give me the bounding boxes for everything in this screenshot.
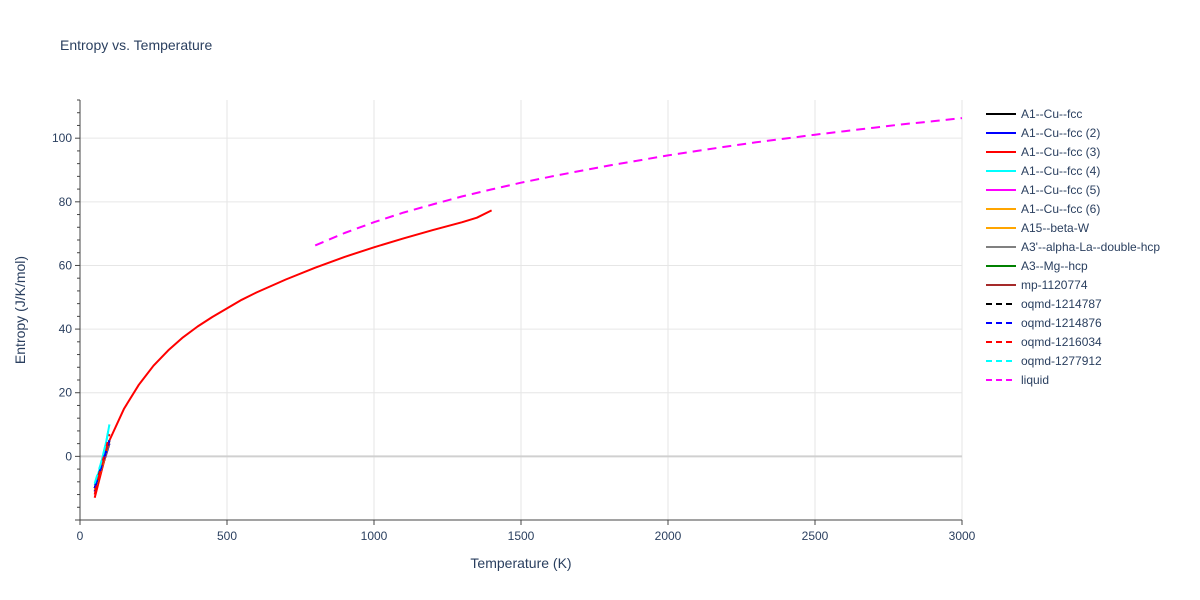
grid-lines (80, 100, 963, 520)
legend-item[interactable]: oqmd-1214787 (1021, 297, 1102, 311)
series-line (93, 440, 111, 489)
legend-item[interactable]: oqmd-1277912 (1021, 354, 1102, 368)
y-tick-label: 80 (59, 195, 73, 209)
legend-item[interactable]: A1--Cu--fcc (4) (1021, 164, 1100, 178)
legend-item[interactable]: A1--Cu--fcc (5) (1021, 183, 1100, 197)
x-tick-label: 2000 (655, 529, 682, 543)
legend[interactable]: A1--Cu--fcc A1--Cu--fcc (2) A1--Cu--fcc (3… (986, 107, 1160, 387)
y-tick-label: 60 (59, 258, 73, 272)
legend-item[interactable]: liquid (1021, 373, 1049, 387)
legend-item[interactable]: oqmd-1216034 (1021, 335, 1102, 349)
x-tick-label: 0 (77, 529, 84, 543)
legend-item[interactable]: A1--Cu--fcc (6) (1021, 202, 1100, 216)
x-tick-label: 2500 (802, 529, 829, 543)
legend-item[interactable]: mp-1120774 (1021, 278, 1088, 292)
chart-title: Entropy vs. Temperature (60, 37, 212, 53)
legend-item[interactable]: A1--Cu--fcc (1021, 107, 1082, 121)
y-axis-title: Entropy (J/K/mol) (12, 256, 28, 364)
y-tick-label: 20 (59, 386, 73, 400)
series-line (93, 433, 111, 495)
y-tick-label: 100 (52, 131, 72, 145)
series-line (93, 424, 111, 484)
x-tick-label: 1500 (508, 529, 535, 543)
axes (75, 99, 963, 525)
x-tick-label: 1000 (361, 529, 388, 543)
x-tick-label: 500 (217, 529, 237, 543)
plot-area (93, 117, 963, 498)
x-axis-title: Temperature (K) (470, 555, 571, 571)
legend-item[interactable]: A15--beta-W (1021, 221, 1090, 235)
tick-labels: 0 500 1000 1500 2000 2500 3000 0 20 40 60 80 100 (52, 131, 976, 543)
x-tick-label: 3000 (949, 529, 976, 543)
y-tick-label: 0 (65, 449, 72, 463)
legend-item[interactable]: A1--Cu--fcc (3) (1021, 145, 1100, 159)
series-line (314, 117, 963, 247)
legend-item[interactable]: A3'--alpha-La--double-hcp (1021, 240, 1160, 254)
legend-item[interactable]: A1--Cu--fcc (2) (1021, 126, 1100, 140)
series-line (93, 209, 493, 498)
y-tick-label: 40 (59, 322, 73, 336)
legend-item[interactable]: A3--Mg--hcp (1021, 259, 1088, 273)
legend-item[interactable]: oqmd-1214876 (1021, 316, 1102, 330)
